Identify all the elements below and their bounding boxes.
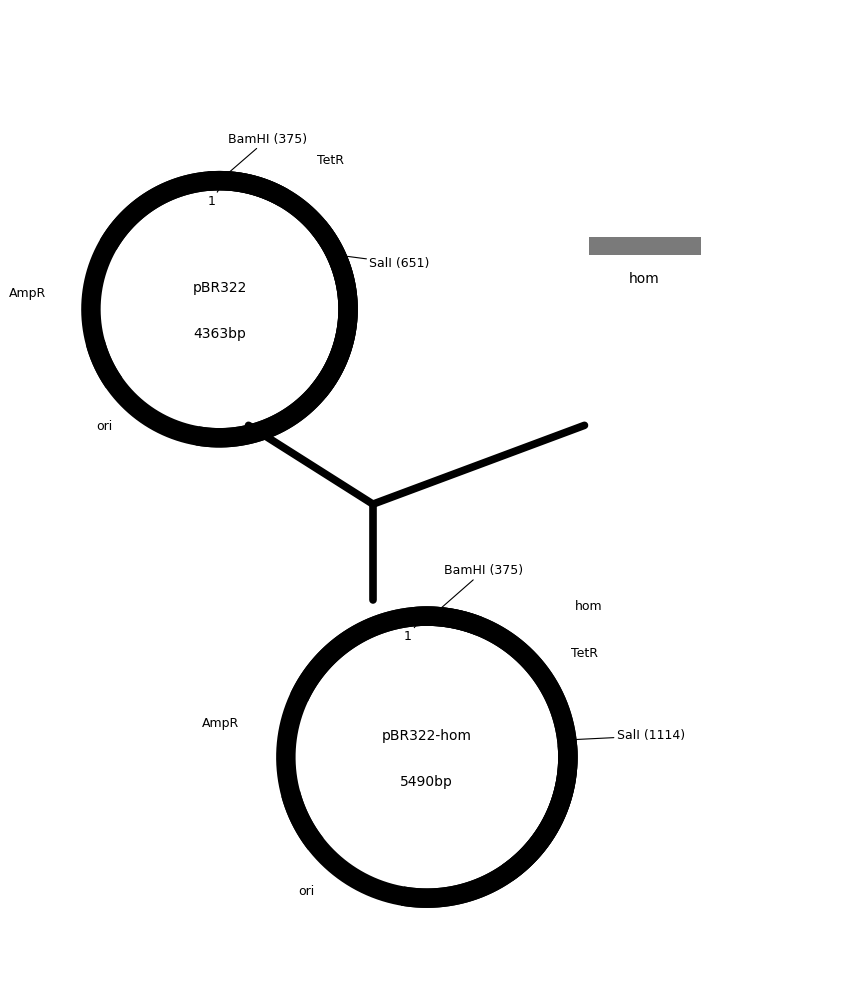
Text: 1: 1	[208, 181, 224, 208]
Text: 1: 1	[404, 616, 422, 643]
Text: hom: hom	[575, 600, 603, 613]
Text: BamHI (375): BamHI (375)	[432, 564, 524, 616]
Bar	[588, 237, 701, 255]
Text: TetR: TetR	[317, 154, 344, 167]
Text: SalI (651): SalI (651)	[336, 255, 430, 270]
Text: TetR: TetR	[572, 647, 599, 660]
Text: AmpR: AmpR	[202, 717, 239, 730]
Text: ori: ori	[96, 420, 113, 433]
Text: SalI (1114): SalI (1114)	[566, 729, 685, 742]
Text: 5490bp: 5490bp	[400, 775, 454, 789]
Text: hom: hom	[629, 272, 659, 286]
Text: pBR322: pBR322	[192, 281, 247, 295]
Text: BamHI (375): BamHI (375)	[219, 133, 307, 181]
Text: pBR322-hom: pBR322-hom	[382, 729, 472, 743]
Text: 4363bp: 4363bp	[193, 327, 246, 341]
Text: AmpR: AmpR	[8, 287, 46, 300]
Text: ori: ori	[298, 885, 315, 898]
